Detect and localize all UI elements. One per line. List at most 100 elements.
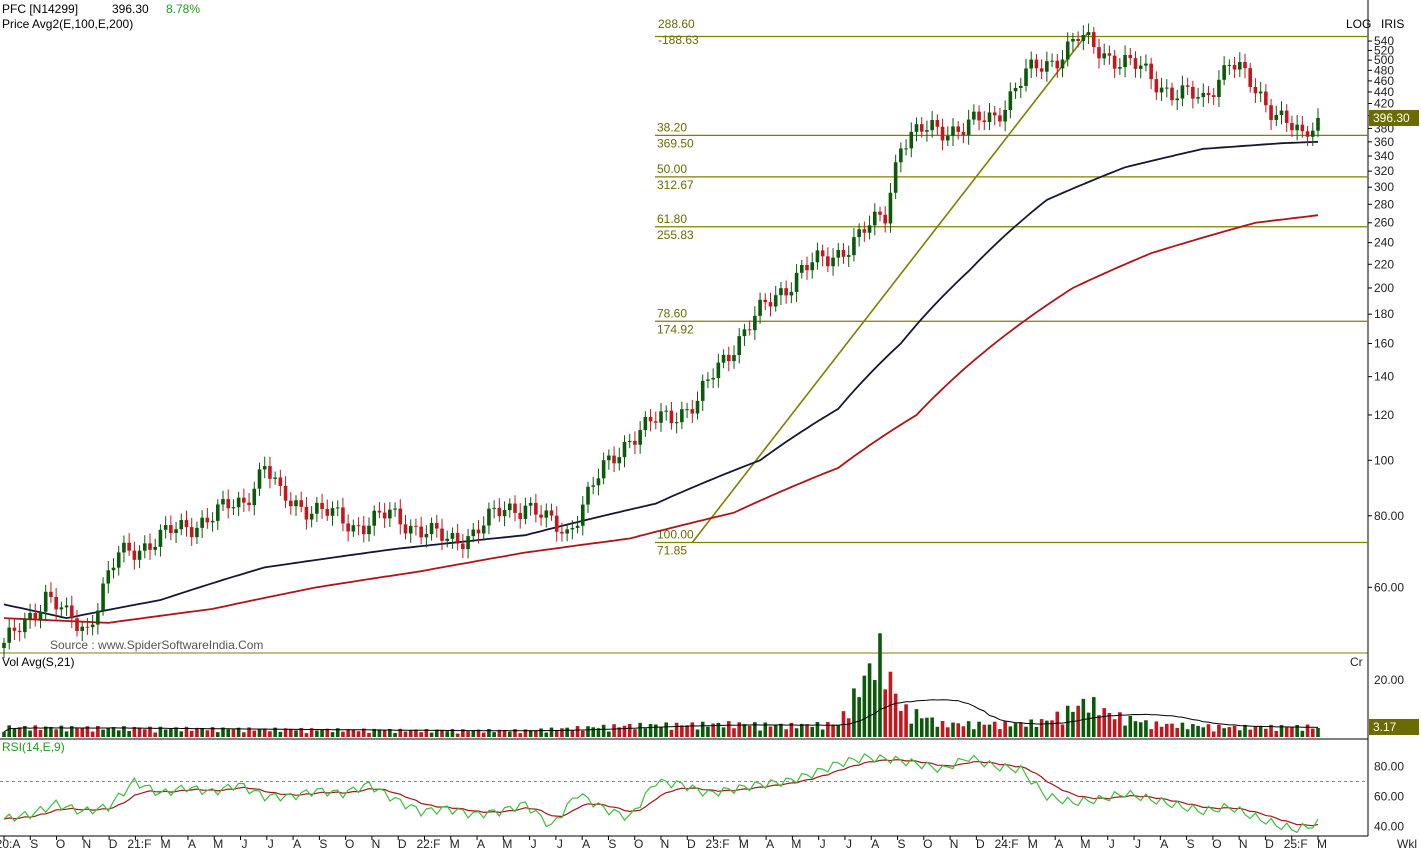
candle-body [643, 416, 648, 431]
candle-body [554, 515, 559, 532]
time-tick-label: N [372, 837, 381, 851]
candle-body [1264, 91, 1268, 106]
candle-body [461, 543, 465, 550]
volume-bar [1107, 712, 1112, 737]
price-tick-label: 320 [1374, 164, 1394, 178]
candle-body [221, 499, 225, 505]
volume-bar [1091, 697, 1096, 737]
volume-bar [784, 729, 788, 737]
candle-body [680, 409, 684, 423]
candle-body [753, 315, 757, 331]
candle-body [309, 513, 314, 520]
candle-body [768, 302, 773, 307]
candle-body [445, 538, 450, 541]
candle-body [789, 291, 794, 296]
volume-bar [1211, 731, 1216, 737]
volume-bar [1018, 722, 1023, 737]
candle-body [43, 591, 48, 612]
time-unit: Wkl [1397, 837, 1417, 851]
volume-bar [377, 730, 382, 737]
log-scale-toggle[interactable]: LOG [1346, 17, 1371, 31]
volume-bar [1196, 725, 1200, 737]
volume-bar [653, 724, 658, 737]
time-tick-label: N [950, 837, 959, 851]
candle-body [1076, 38, 1080, 41]
candle-body [612, 455, 616, 464]
time-tick-label: A [477, 837, 485, 851]
volume-bar [1237, 730, 1242, 737]
candle-body [539, 514, 543, 518]
candle-body [1196, 97, 1200, 99]
candle-body [236, 497, 241, 508]
candle-body [434, 522, 439, 529]
volume-bar [659, 727, 663, 737]
volume-bar [1086, 712, 1091, 737]
volume-bar [878, 633, 882, 737]
candle-body [575, 525, 580, 528]
candle-body [388, 509, 392, 519]
last-price-tag-label: 396.30 [1373, 111, 1410, 125]
volume-bar [935, 726, 940, 737]
volume-value-tag-label: 3.17 [1373, 720, 1397, 734]
candle-body [85, 626, 90, 628]
candle-body [518, 512, 523, 519]
volume-bar [680, 725, 684, 737]
price-tick-label: 360 [1374, 135, 1394, 149]
candle-body [940, 126, 945, 141]
candle-body [909, 131, 914, 149]
volume-bar [17, 727, 22, 737]
candle-body [69, 605, 74, 619]
time-tick-label: M [450, 837, 460, 851]
candle-body [111, 567, 116, 571]
volume-bar [695, 729, 700, 737]
time-tick-label: O [923, 837, 932, 851]
volume-bar [90, 731, 95, 737]
candle-body [49, 591, 53, 597]
candle-body [424, 534, 429, 538]
candle-body [341, 507, 345, 524]
time-tick-label: 23:F [706, 837, 730, 851]
volume-bar [1055, 711, 1060, 737]
candle-body [12, 627, 17, 631]
scale-name[interactable]: IRIS [1381, 17, 1404, 31]
volume-bar [914, 709, 919, 737]
volume-bar [565, 727, 569, 737]
time-tick-label: D [1265, 837, 1274, 851]
volume-bar [612, 724, 616, 737]
price-tick-label: 80.00 [1374, 509, 1404, 523]
volume-bar [1081, 698, 1086, 737]
fib-level-price: 369.50 [657, 136, 694, 150]
volume-bar [899, 710, 903, 737]
volume-bar [1185, 729, 1190, 737]
volume-bar [1045, 720, 1049, 737]
volume-bar [169, 728, 173, 737]
volume-bar [1175, 728, 1180, 737]
candle-body [127, 542, 131, 551]
panel-borders [0, 0, 1369, 837]
candle-body [1284, 110, 1289, 124]
time-tick-label: M [1080, 837, 1090, 851]
volume-bar [163, 729, 168, 737]
volume-bar [1159, 726, 1164, 737]
time-tick-label: A [582, 837, 590, 851]
volume-bar [205, 730, 210, 737]
fibonacci-retracement[interactable]: 38.20 369.50 50.00 312.67 61.80 255.83 78.60 17… [655, 31, 1368, 557]
candle-body [1039, 68, 1044, 72]
time-tick-label: D [687, 837, 696, 851]
candle-body [805, 265, 809, 271]
volume-bar [601, 724, 606, 737]
candle-body [1222, 65, 1226, 80]
candle-body [1191, 86, 1195, 99]
price-tick-label: 280 [1374, 197, 1394, 211]
volume-bar [1258, 726, 1263, 737]
time-tick-label: J [1135, 837, 1141, 851]
volume-bar [580, 730, 585, 737]
volume-bar [607, 731, 611, 737]
candle-body [90, 624, 95, 628]
candle-body [142, 543, 147, 551]
volume-bar [106, 727, 111, 737]
candle-body [106, 570, 111, 584]
ema-100-line [3, 140, 1319, 620]
candle-body [1274, 115, 1279, 120]
volume-bar [309, 728, 314, 737]
